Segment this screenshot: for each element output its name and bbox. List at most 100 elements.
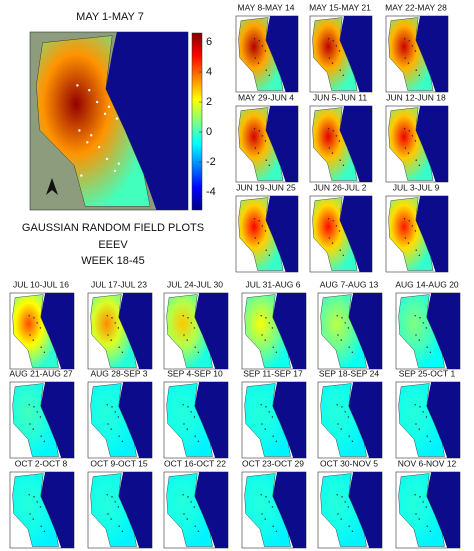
trap-site xyxy=(351,530,354,532)
trap-site xyxy=(271,506,274,508)
colorbar-tick-label: -2 xyxy=(206,156,216,168)
trap-site xyxy=(340,518,342,520)
trap-site xyxy=(260,404,262,406)
ocean xyxy=(415,196,448,272)
trap-site xyxy=(340,339,342,341)
trap-site xyxy=(275,530,278,532)
trap-site xyxy=(419,317,421,319)
trap-site xyxy=(43,351,46,353)
trap-site xyxy=(331,242,334,244)
trap-site xyxy=(261,135,264,137)
trap-site xyxy=(418,254,421,256)
trap-site xyxy=(403,128,406,130)
panel-label: MAY 22-MAY 28 xyxy=(385,2,447,12)
trap-site xyxy=(418,339,420,341)
trap-site xyxy=(411,135,414,137)
ocean xyxy=(339,196,372,272)
trap-site xyxy=(339,249,341,251)
trap-site xyxy=(105,157,109,161)
trap-site xyxy=(335,225,338,227)
trap-site xyxy=(268,254,271,256)
trap-site xyxy=(258,40,260,42)
trap-site xyxy=(336,404,338,406)
trap-site xyxy=(106,315,108,317)
main-panel-label: MAY 1-MAY 7 xyxy=(76,11,144,23)
trap-site xyxy=(265,159,267,161)
trap-site xyxy=(257,242,260,244)
trap-site xyxy=(111,496,113,498)
trap-site xyxy=(403,218,406,220)
trap-site xyxy=(183,334,185,336)
trap-site xyxy=(257,62,260,64)
ocean xyxy=(348,293,382,369)
field-surface xyxy=(320,473,367,547)
trap-site xyxy=(331,152,334,154)
trap-site xyxy=(186,428,188,430)
panel-label: AUG 21-AUG 27 xyxy=(9,368,73,378)
caption-line: WEEK 18-45 xyxy=(81,255,145,267)
trap-site xyxy=(197,351,200,353)
trap-site xyxy=(76,84,79,87)
ocean xyxy=(194,293,228,369)
panel-label: AUG 7-AUG 13 xyxy=(320,279,379,289)
trap-site xyxy=(418,428,420,430)
trap-site xyxy=(339,69,341,71)
trap-site xyxy=(110,428,112,430)
trap-site xyxy=(411,225,414,227)
panel-label: JUN 26-JUL 2 xyxy=(313,182,366,192)
trap-site xyxy=(187,496,189,498)
ocean xyxy=(339,106,372,182)
trap-site xyxy=(407,242,410,244)
trap-site xyxy=(190,322,192,324)
trap-site xyxy=(40,525,42,527)
trap-site xyxy=(336,494,338,496)
trap-site xyxy=(347,327,350,329)
ocean xyxy=(415,106,448,182)
trap-site xyxy=(414,230,417,232)
trap-site xyxy=(254,57,257,59)
trap-site xyxy=(261,334,263,336)
trap-site xyxy=(337,513,339,515)
trap-site xyxy=(190,501,192,503)
trap-site xyxy=(33,317,35,319)
trap-site xyxy=(95,100,99,104)
ocean xyxy=(272,293,306,369)
trap-site xyxy=(114,411,116,413)
caption-line: GAUSSIAN RANDOM FIELD PLOTS xyxy=(22,222,204,234)
trap-site xyxy=(36,411,38,413)
panel-label: MAY 15-MAY 21 xyxy=(309,2,371,12)
trap-site xyxy=(338,230,341,232)
trap-site xyxy=(337,423,339,425)
trap-site xyxy=(415,249,417,251)
ocean xyxy=(415,16,448,92)
trap-site xyxy=(425,327,428,329)
trap-site xyxy=(272,346,274,348)
trap-site xyxy=(418,74,421,76)
trap-site xyxy=(190,411,192,413)
trap-site xyxy=(341,496,343,498)
trap-site xyxy=(338,140,341,142)
trap-site xyxy=(88,88,91,92)
trap-site xyxy=(182,404,184,406)
trap-site xyxy=(183,513,185,515)
trap-site xyxy=(425,506,428,508)
field-surface xyxy=(244,383,291,457)
panel-label: OCT 16-OCT 22 xyxy=(164,458,226,468)
trap-site xyxy=(32,339,34,341)
trap-site xyxy=(404,237,407,239)
trap-site xyxy=(418,518,420,520)
trap-site xyxy=(110,518,112,520)
trap-site xyxy=(335,45,338,47)
trap-site xyxy=(90,134,93,137)
panel-label: SEP 4-SEP 10 xyxy=(167,368,223,378)
trap-site xyxy=(117,162,121,165)
trap-site xyxy=(261,45,264,47)
trap-site xyxy=(118,346,120,348)
trap-site xyxy=(340,428,342,430)
field-surface xyxy=(90,473,137,547)
field-surface xyxy=(398,473,445,547)
panel-label: MAY 29-JUN 4 xyxy=(238,92,294,102)
trap-site xyxy=(36,322,38,324)
ocean xyxy=(265,16,298,92)
trap-site xyxy=(107,423,109,425)
